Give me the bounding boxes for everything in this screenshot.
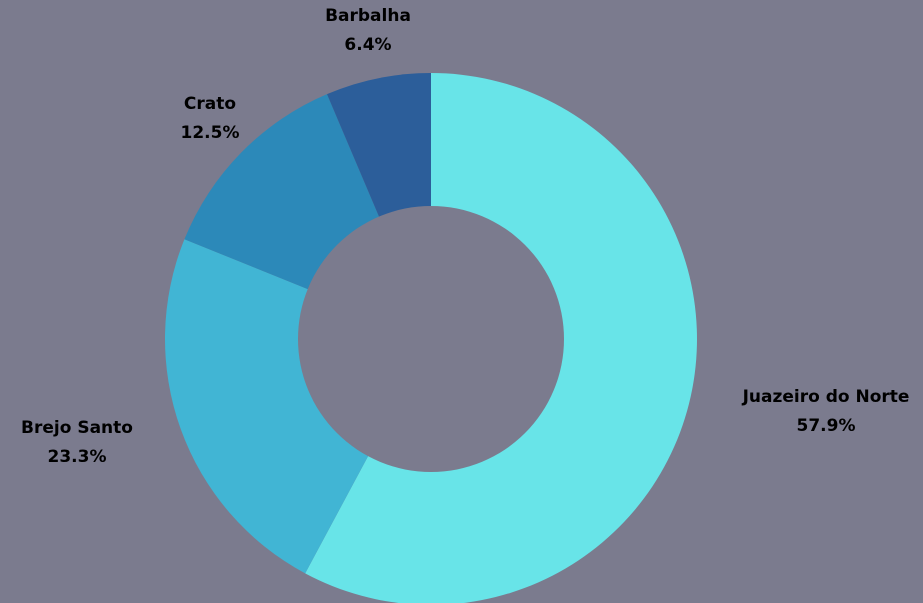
labels-layer: Juazeiro do Norte 57.9% Brejo Santo 23.3% Cr… bbox=[21, 6, 909, 467]
slice-label-barbalha: Barbalha bbox=[325, 6, 411, 26]
slice-value-label-brejo-santo: 23.3% bbox=[48, 447, 107, 467]
donut-hole bbox=[298, 206, 564, 472]
slice-label-juazeiro-do-norte: Juazeiro do Norte bbox=[742, 387, 910, 407]
slice-value-label-barbalha: 6.4% bbox=[344, 35, 391, 55]
slice-value-label-crato: 12.5% bbox=[181, 123, 240, 143]
slice-value-label-juazeiro-do-norte: 57.9% bbox=[797, 416, 856, 436]
slice-label-brejo-santo: Brejo Santo bbox=[21, 418, 133, 438]
slice-label-crato: Crato bbox=[184, 94, 236, 114]
